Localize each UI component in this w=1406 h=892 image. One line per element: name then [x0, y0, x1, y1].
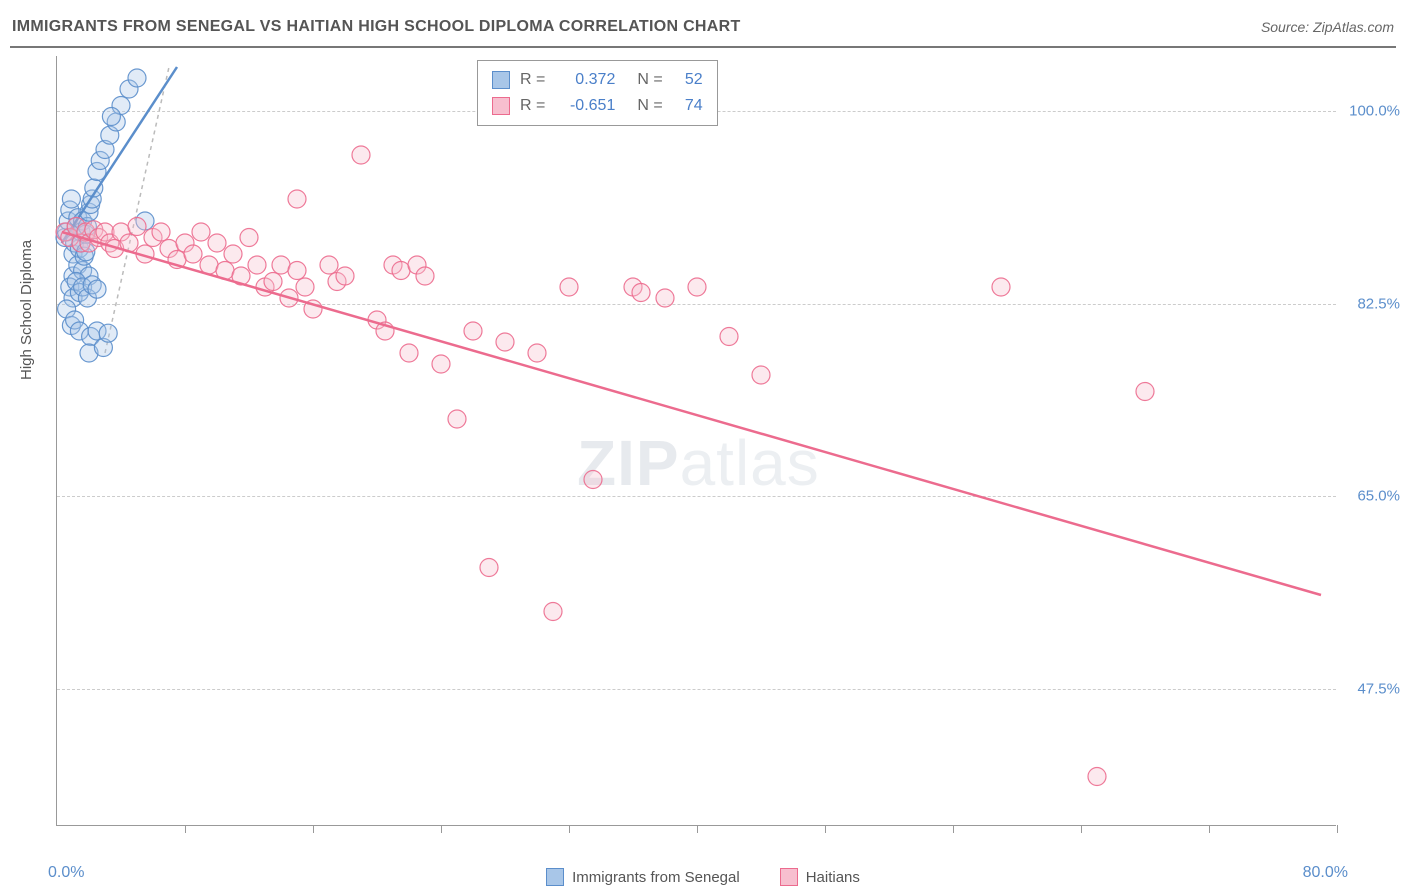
scatter-point-haitians: [544, 603, 562, 621]
chart-title: IMMIGRANTS FROM SENEGAL VS HAITIAN HIGH …: [12, 18, 741, 36]
scatter-point-haitians: [656, 289, 674, 307]
scatter-point-senegal: [99, 324, 117, 342]
scatter-point-senegal: [88, 280, 106, 298]
scatter-point-haitians: [752, 366, 770, 384]
scatter-point-haitians: [352, 146, 370, 164]
scatter-point-haitians: [288, 262, 306, 280]
y-tick-label: 82.5%: [1340, 295, 1400, 312]
scatter-point-haitians: [184, 245, 202, 263]
x-tick: [441, 825, 442, 833]
scatter-point-haitians: [992, 278, 1010, 296]
stats-row: R = -0.651 N = 74: [492, 93, 703, 119]
x-tick: [1337, 825, 1338, 833]
scatter-point-haitians: [240, 229, 258, 247]
scatter-point-haitians: [448, 410, 466, 428]
scatter-point-haitians: [272, 256, 290, 274]
scatter-point-senegal: [128, 69, 146, 87]
scatter-point-haitians: [264, 273, 282, 291]
x-tick: [825, 825, 826, 833]
scatter-point-haitians: [392, 262, 410, 280]
y-tick-label: 100.0%: [1340, 103, 1400, 120]
scatter-point-haitians: [720, 328, 738, 346]
x-tick: [313, 825, 314, 833]
scatter-point-haitians: [400, 344, 418, 362]
scatter-point-haitians: [1088, 768, 1106, 786]
x-tick: [569, 825, 570, 833]
scatter-point-haitians: [632, 284, 650, 302]
scatter-point-haitians: [192, 223, 210, 241]
stats-row: R = 0.372 N = 52: [492, 67, 703, 93]
scatter-point-senegal: [102, 108, 120, 126]
scatter-point-haitians: [416, 267, 434, 285]
scatter-point-haitians: [496, 333, 514, 351]
bottom-legend: Immigrants from Senegal Haitians: [0, 868, 1406, 886]
title-bar: IMMIGRANTS FROM SENEGAL VS HAITIAN HIGH …: [10, 12, 1396, 48]
scatter-point-haitians: [200, 256, 218, 274]
scatter-point-haitians: [464, 322, 482, 340]
chart-container: IMMIGRANTS FROM SENEGAL VS HAITIAN HIGH …: [0, 0, 1406, 892]
scatter-point-senegal: [62, 190, 80, 208]
scatter-point-haitians: [480, 559, 498, 577]
x-tick: [1081, 825, 1082, 833]
stats-swatch: [492, 97, 510, 115]
x-tick: [1209, 825, 1210, 833]
legend-swatch: [546, 868, 564, 886]
legend-label: Haitians: [806, 869, 860, 886]
scatter-point-haitians: [320, 256, 338, 274]
scatter-point-haitians: [224, 245, 242, 263]
n-value: 74: [673, 97, 703, 115]
x-tick: [697, 825, 698, 833]
scatter-point-haitians: [528, 344, 546, 362]
n-label: N =: [637, 97, 662, 115]
source-attribution: Source: ZipAtlas.com: [1261, 19, 1394, 35]
r-label: R =: [520, 71, 545, 89]
x-tick: [185, 825, 186, 833]
r-value: 0.372: [555, 71, 615, 89]
scatter-point-haitians: [248, 256, 266, 274]
y-tick-label: 65.0%: [1340, 488, 1400, 505]
stats-swatch: [492, 71, 510, 89]
scatter-svg: [57, 56, 1336, 825]
legend-item: Haitians: [780, 868, 860, 886]
scatter-point-haitians: [584, 471, 602, 489]
scatter-point-haitians: [208, 234, 226, 252]
r-value: -0.651: [555, 97, 615, 115]
y-tick-label: 47.5%: [1340, 680, 1400, 697]
regression-line-senegal: [62, 67, 177, 243]
scatter-point-haitians: [128, 218, 146, 236]
n-value: 52: [673, 71, 703, 89]
scatter-point-haitians: [1136, 383, 1154, 401]
scatter-point-haitians: [688, 278, 706, 296]
plot-area: ZIPatlas 47.5%65.0%82.5%100.0% R =0.372N…: [56, 56, 1336, 826]
scatter-point-haitians: [288, 190, 306, 208]
scatter-point-haitians: [336, 267, 354, 285]
scatter-point-haitians: [152, 223, 170, 241]
legend-swatch: [780, 868, 798, 886]
y-axis-label: High School Diploma: [18, 240, 35, 380]
scatter-point-haitians: [432, 355, 450, 373]
x-tick: [953, 825, 954, 833]
scatter-point-haitians: [296, 278, 314, 296]
legend-label: Immigrants from Senegal: [572, 869, 740, 886]
n-label: N =: [637, 71, 662, 89]
scatter-point-haitians: [560, 278, 578, 296]
legend-item: Immigrants from Senegal: [546, 868, 740, 886]
stats-legend: R = 0.372 N = 52 R = -0.651 N = 74: [477, 60, 718, 126]
r-label: R =: [520, 97, 545, 115]
